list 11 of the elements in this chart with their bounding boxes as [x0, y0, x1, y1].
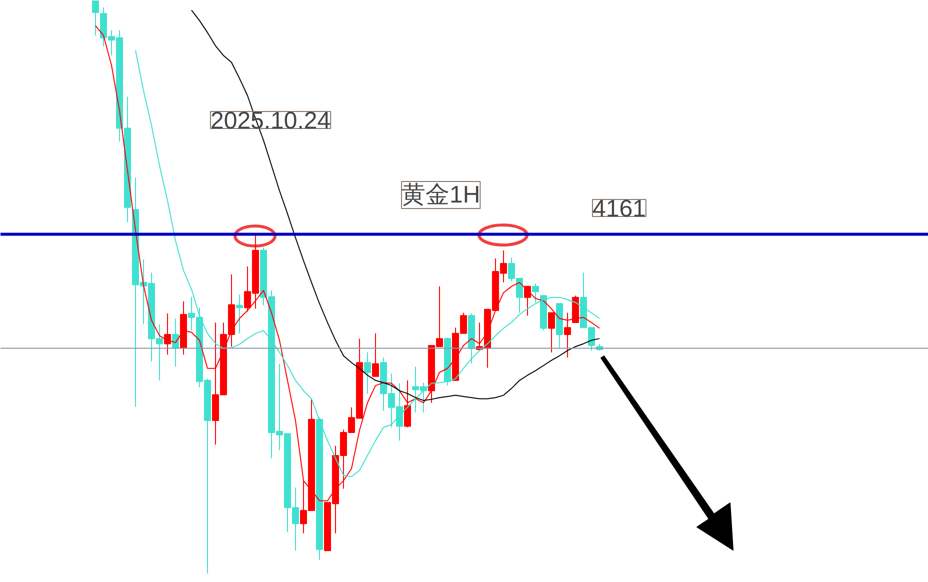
candlestick	[548, 312, 555, 353]
annotation: 黄金1H	[402, 182, 480, 208]
annotation: 4161	[592, 196, 646, 222]
candlestick	[172, 318, 179, 368]
candlestick	[92, 0, 99, 36]
candlestick	[564, 312, 571, 358]
candlestick	[532, 283, 539, 303]
candlestick	[364, 352, 371, 394]
candlestick	[236, 294, 243, 334]
candlestick	[372, 332, 379, 377]
candlestick	[404, 380, 411, 428]
